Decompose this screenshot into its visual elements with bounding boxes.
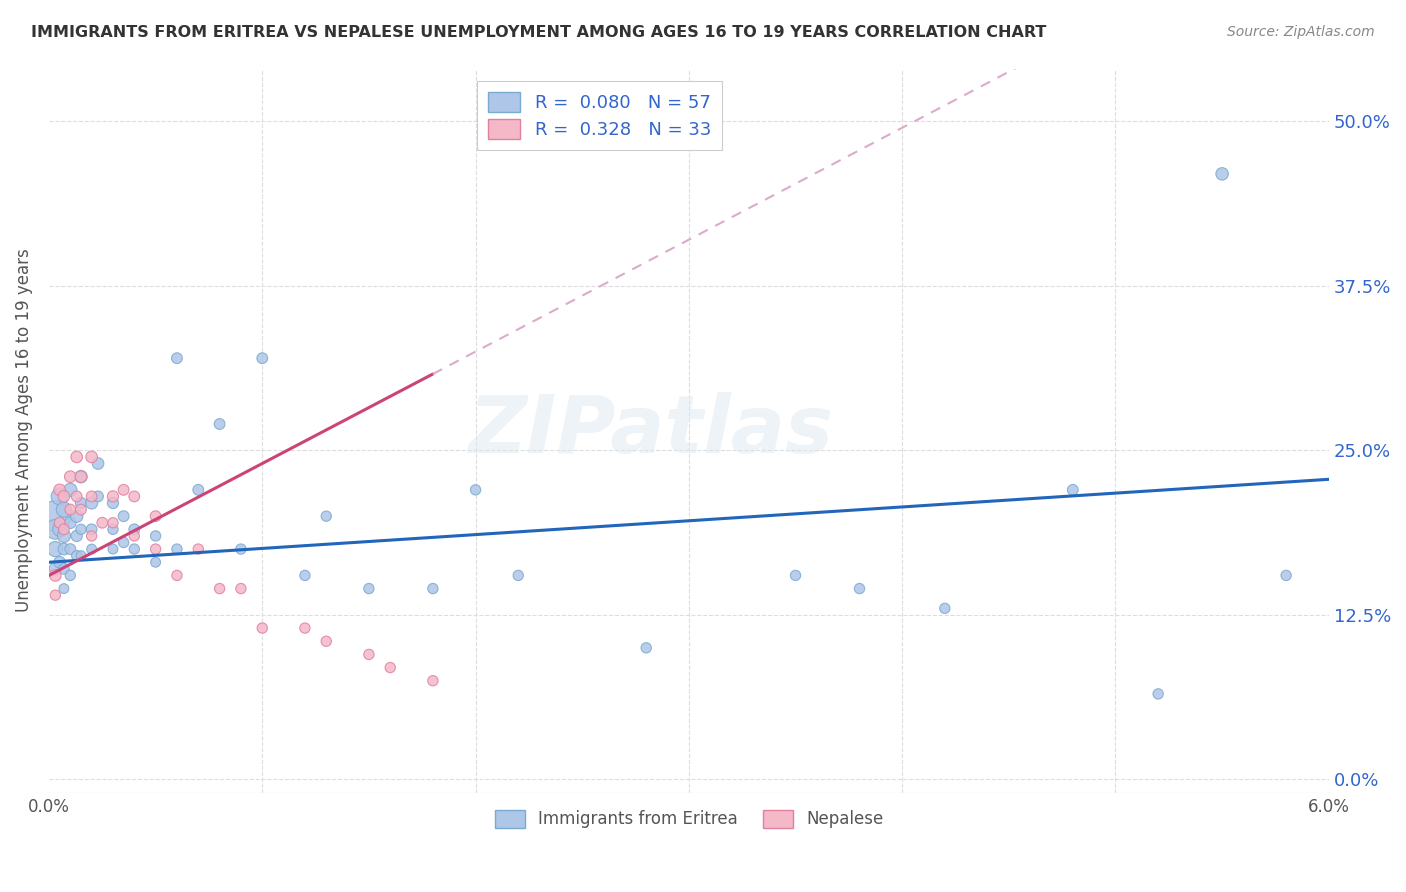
Text: ZIPatlas: ZIPatlas xyxy=(468,392,832,469)
Text: IMMIGRANTS FROM ERITREA VS NEPALESE UNEMPLOYMENT AMONG AGES 16 TO 19 YEARS CORRE: IMMIGRANTS FROM ERITREA VS NEPALESE UNEM… xyxy=(31,25,1046,40)
Point xyxy=(422,582,444,596)
Point xyxy=(112,535,135,549)
Point xyxy=(464,483,486,497)
Point xyxy=(59,502,82,516)
Point xyxy=(59,568,82,582)
Point xyxy=(101,522,124,536)
Point xyxy=(48,490,70,504)
Point xyxy=(1211,167,1233,181)
Point xyxy=(101,490,124,504)
Point xyxy=(208,582,231,596)
Point xyxy=(112,483,135,497)
Point xyxy=(508,568,530,582)
Point xyxy=(80,542,103,557)
Point xyxy=(59,516,82,530)
Point xyxy=(48,483,70,497)
Point xyxy=(70,469,93,483)
Point xyxy=(101,496,124,510)
Point xyxy=(124,542,146,557)
Point xyxy=(1275,568,1298,582)
Point xyxy=(87,457,110,471)
Point xyxy=(357,648,380,662)
Point xyxy=(87,490,110,504)
Point xyxy=(294,621,316,635)
Point xyxy=(124,490,146,504)
Legend: Immigrants from Eritrea, Nepalese: Immigrants from Eritrea, Nepalese xyxy=(488,803,890,835)
Point xyxy=(52,529,75,543)
Point xyxy=(44,562,66,576)
Point xyxy=(80,490,103,504)
Point xyxy=(294,568,316,582)
Point xyxy=(44,522,66,536)
Point xyxy=(80,450,103,464)
Point xyxy=(52,562,75,576)
Point xyxy=(145,542,167,557)
Point xyxy=(70,496,93,510)
Point xyxy=(315,634,337,648)
Point xyxy=(187,542,209,557)
Point xyxy=(166,568,188,582)
Point xyxy=(315,509,337,524)
Point xyxy=(145,555,167,569)
Point xyxy=(252,351,274,366)
Point xyxy=(70,502,93,516)
Point xyxy=(208,417,231,431)
Point xyxy=(124,529,146,543)
Point xyxy=(66,549,89,563)
Point xyxy=(80,529,103,543)
Point xyxy=(80,496,103,510)
Point xyxy=(48,555,70,569)
Point xyxy=(44,588,66,602)
Point xyxy=(66,450,89,464)
Point xyxy=(145,529,167,543)
Point xyxy=(91,516,114,530)
Point xyxy=(1062,483,1084,497)
Point xyxy=(59,483,82,497)
Point xyxy=(44,509,66,524)
Point xyxy=(70,469,93,483)
Point xyxy=(44,542,66,557)
Point xyxy=(52,522,75,536)
Point xyxy=(70,522,93,536)
Point xyxy=(80,522,103,536)
Point xyxy=(48,516,70,530)
Point xyxy=(112,509,135,524)
Point xyxy=(66,490,89,504)
Point xyxy=(66,529,89,543)
Point xyxy=(48,522,70,536)
Point xyxy=(252,621,274,635)
Point xyxy=(166,351,188,366)
Point xyxy=(101,542,124,557)
Point xyxy=(229,542,252,557)
Point xyxy=(70,549,93,563)
Point xyxy=(934,601,956,615)
Point xyxy=(66,509,89,524)
Point xyxy=(124,522,146,536)
Point xyxy=(52,502,75,516)
Point xyxy=(44,568,66,582)
Point xyxy=(636,640,658,655)
Point xyxy=(1147,687,1170,701)
Point xyxy=(52,542,75,557)
Point xyxy=(59,469,82,483)
Point xyxy=(52,582,75,596)
Point xyxy=(52,490,75,504)
Point xyxy=(59,542,82,557)
Point xyxy=(101,516,124,530)
Y-axis label: Unemployment Among Ages 16 to 19 years: Unemployment Among Ages 16 to 19 years xyxy=(15,249,32,613)
Point xyxy=(785,568,807,582)
Point xyxy=(422,673,444,688)
Point xyxy=(145,509,167,524)
Point xyxy=(229,582,252,596)
Point xyxy=(848,582,870,596)
Text: Source: ZipAtlas.com: Source: ZipAtlas.com xyxy=(1227,25,1375,39)
Point xyxy=(166,542,188,557)
Point xyxy=(357,582,380,596)
Point xyxy=(380,660,402,674)
Point xyxy=(187,483,209,497)
